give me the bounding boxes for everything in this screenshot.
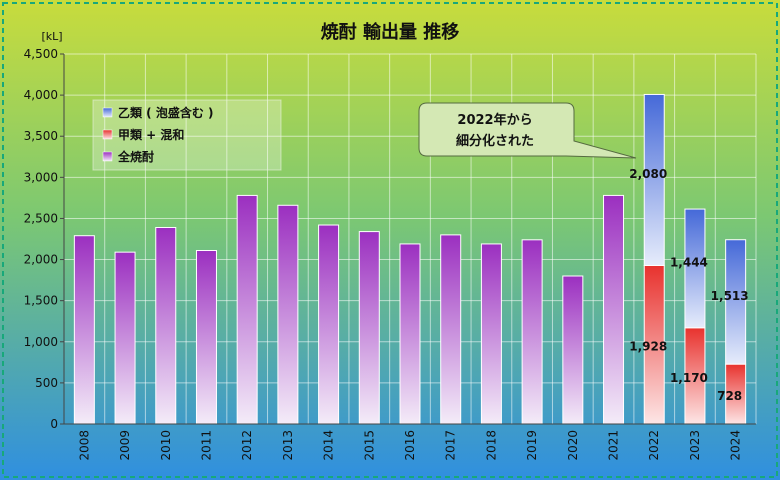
bar-all-2013 [277, 204, 299, 425]
x-tick-label-2012: 2012 [240, 430, 254, 461]
bar-otsu-2022 [643, 93, 665, 266]
bar-all-2017 [440, 234, 462, 425]
x-tick-label-2014: 2014 [322, 430, 336, 461]
bar-all-2012 [236, 194, 258, 425]
legend-label-otsu: 乙類 ( 泡盛含む ) [118, 105, 214, 120]
annotation-line-2: 細分化された [456, 133, 534, 149]
y-tick-label: 4,500 [24, 47, 58, 61]
legend-swatch-otsu [102, 107, 113, 118]
bar-all-2018 [480, 243, 502, 425]
x-tick-label-2024: 2024 [729, 430, 743, 461]
bars [73, 93, 747, 425]
annotation-callout: 2022年から 細分化された [418, 102, 637, 159]
x-tick-label-2019: 2019 [525, 430, 539, 461]
data-label-otsu-2022: 2,080 [629, 167, 667, 181]
y-tick-label: 1,500 [24, 294, 58, 308]
data-labels: 2,080 1,928 1,444 1,170 1,513 728 [629, 167, 748, 403]
annotation-bubble [418, 102, 637, 159]
x-tick-label-2020: 2020 [566, 430, 580, 461]
bar-all-2011 [195, 250, 217, 425]
legend-label-all: 全焼酎 [117, 149, 154, 164]
bar-all-2010 [155, 226, 177, 425]
x-tick-label-2010: 2010 [159, 430, 173, 461]
x-tick-label-2009: 2009 [118, 430, 132, 461]
legend-label-kou: 甲類 + 混和 [118, 127, 184, 142]
x-tick-label-2013: 2013 [281, 430, 295, 461]
legend: 乙類 ( 泡盛含む ) 甲類 + 混和 全焼酎 [92, 99, 282, 171]
x-tick-label-2021: 2021 [607, 430, 621, 461]
bar-all-2020 [562, 275, 584, 425]
x-tick-label-2011: 2011 [199, 430, 213, 461]
y-tick-label: 3,000 [24, 170, 58, 184]
x-tick-label-2017: 2017 [444, 430, 458, 461]
data-label-kou-2023: 1,170 [670, 371, 708, 385]
y-tick-label: 4,000 [24, 88, 58, 102]
x-tick-label-2015: 2015 [362, 430, 376, 461]
y-axis-unit: [kL] [41, 30, 62, 43]
y-axis-ticks: 0 500 1,000 1,500 2,000 2,500 3,000 3,500 4,000 4… [24, 47, 64, 431]
legend-box [92, 99, 282, 171]
data-label-otsu-2023: 1,444 [670, 255, 708, 269]
annotation-line-1: 2022年から [457, 112, 532, 128]
data-label-kou-2024: 728 [717, 389, 742, 403]
x-tick-label-2016: 2016 [403, 430, 417, 461]
y-tick-label: 2,500 [24, 211, 58, 225]
bar-otsu-2023 [684, 208, 706, 329]
bar-all-2014 [318, 224, 340, 425]
y-tick-label: 0 [50, 417, 58, 431]
bar-all-2008 [73, 235, 95, 425]
x-tick-label-2018: 2018 [484, 430, 498, 461]
x-tick-label-2008: 2008 [77, 430, 91, 461]
bar-all-2015 [358, 231, 380, 425]
chart-border [2, 2, 778, 478]
legend-swatch-all [102, 151, 113, 162]
x-tick-label-2022: 2022 [647, 430, 661, 461]
bar-all-2021 [603, 194, 625, 425]
legend-swatch-kou [102, 129, 113, 140]
bar-all-2016 [399, 243, 421, 425]
bar-all-2009 [114, 251, 136, 425]
bar-otsu-2024 [725, 239, 747, 365]
data-label-kou-2022: 1,928 [629, 340, 667, 354]
x-tick-label-2023: 2023 [688, 430, 702, 461]
y-tick-label: 3,500 [24, 129, 58, 143]
y-tick-label: 500 [35, 376, 58, 390]
y-tick-label: 1,000 [24, 335, 58, 349]
bar-all-2019 [521, 239, 543, 425]
chart-title: 焼酎 輸出量 推移 [321, 21, 460, 43]
y-tick-label: 2,000 [24, 253, 58, 267]
x-axis-ticks: 2008 2009 2010 2011 2012 2013 2014 2015 2016 2017… [77, 430, 742, 461]
data-label-otsu-2024: 1,513 [711, 289, 749, 303]
